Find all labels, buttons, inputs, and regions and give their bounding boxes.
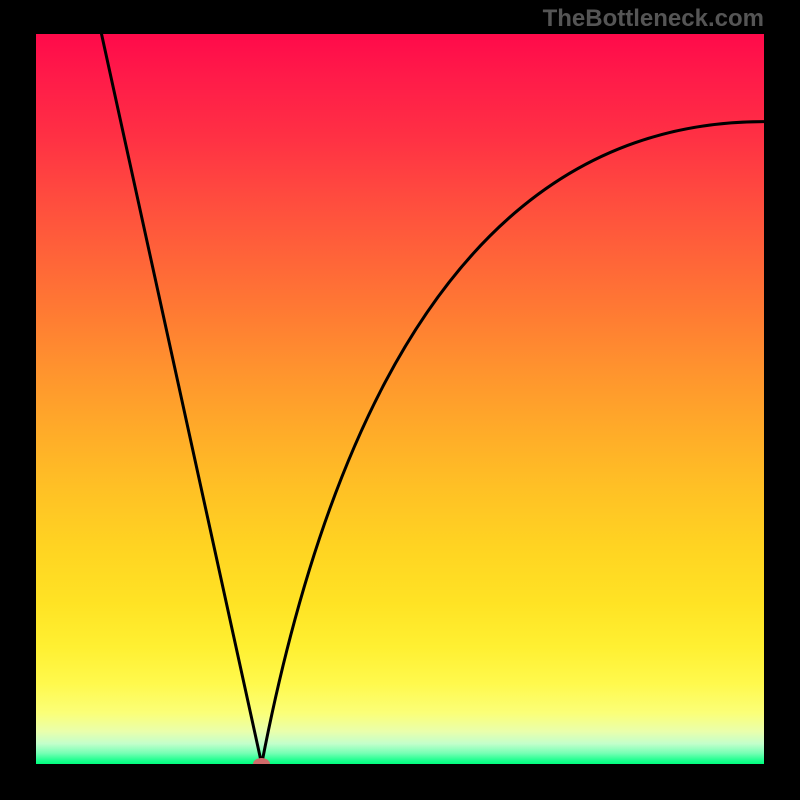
optimum-marker [253,758,270,764]
plot-area [36,34,764,764]
bottleneck-curve [36,34,764,764]
watermark-text: TheBottleneck.com [543,5,764,33]
